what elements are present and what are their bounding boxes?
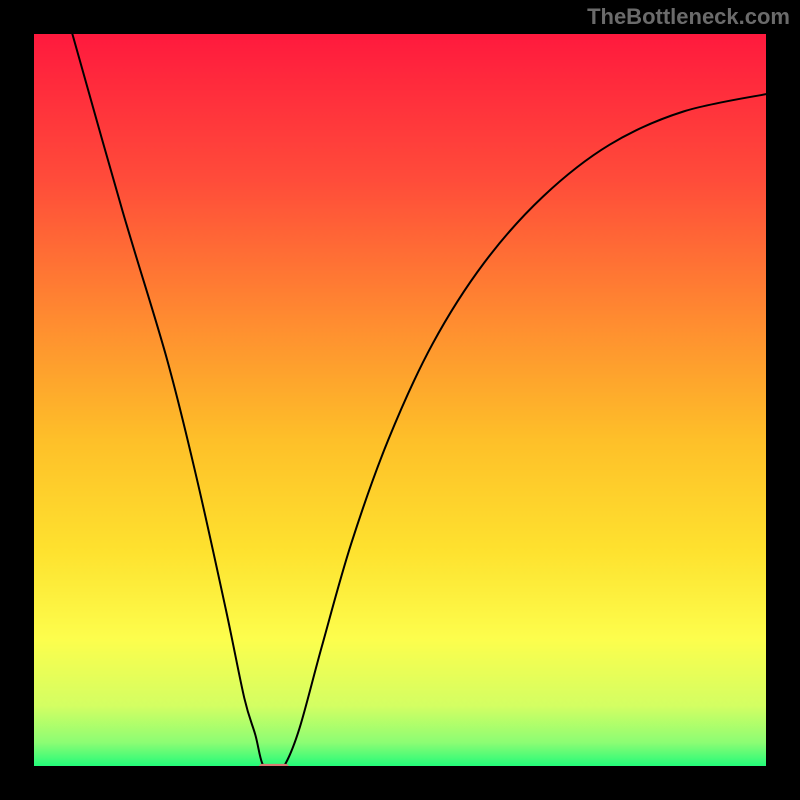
watermark-text: TheBottleneck.com	[587, 4, 790, 30]
chart-root: TheBottleneck.com	[0, 0, 800, 800]
chart-frame	[0, 0, 800, 800]
